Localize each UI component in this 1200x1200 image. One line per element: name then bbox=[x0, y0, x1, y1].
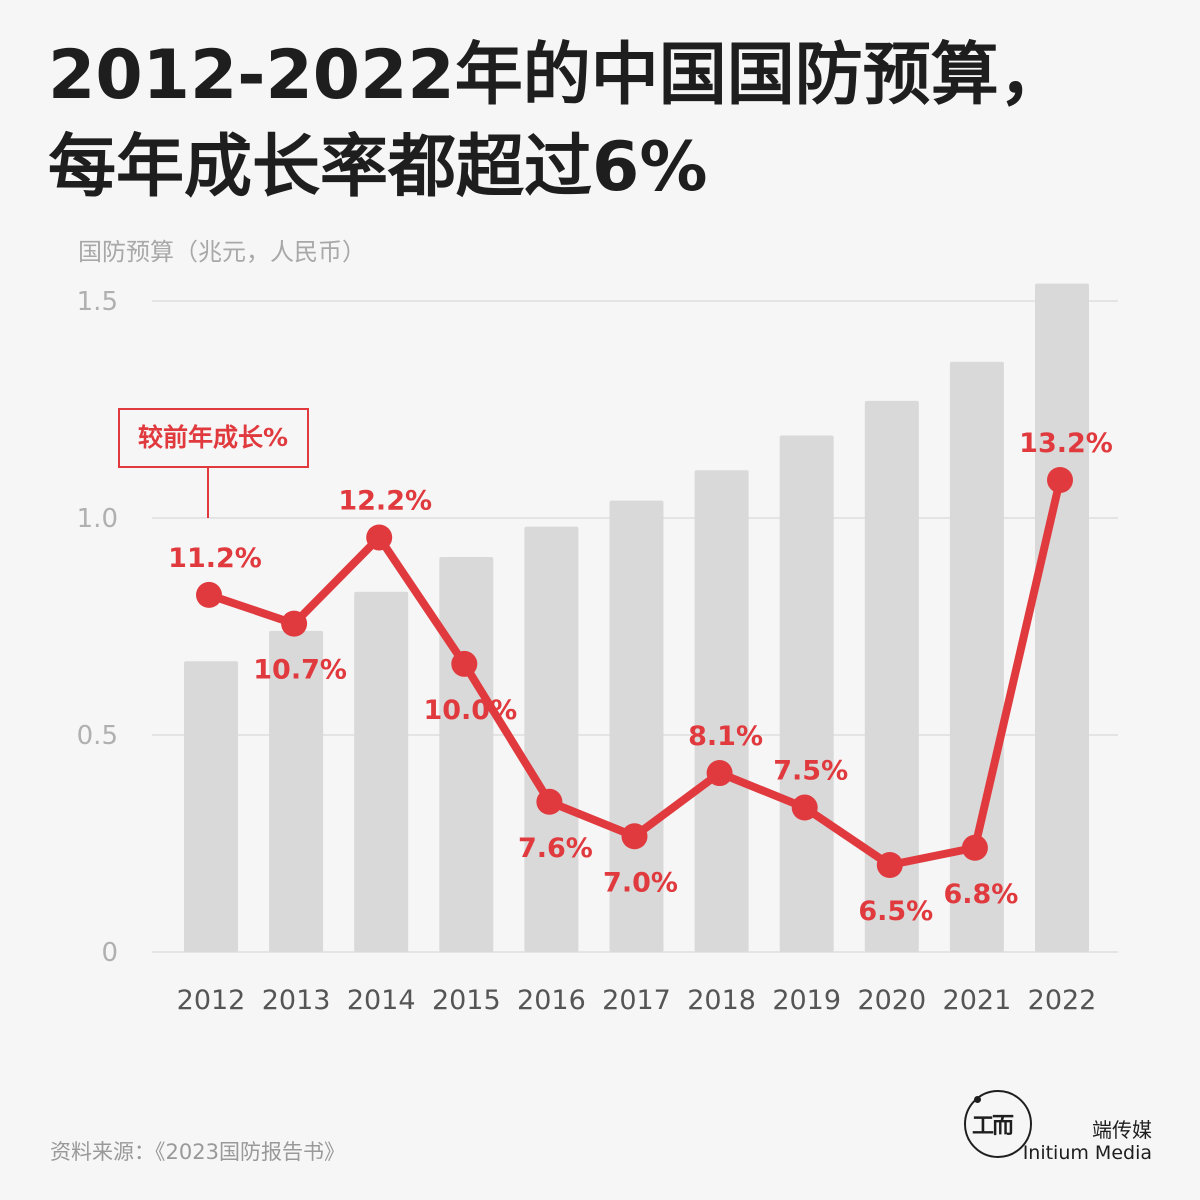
y-tick-label: 0.5 bbox=[77, 721, 118, 751]
x-tick-label: 2015 bbox=[432, 985, 501, 1016]
growth-label: 8.1% bbox=[688, 721, 763, 752]
growth-point bbox=[536, 788, 563, 815]
growth-label: 11.2% bbox=[168, 543, 262, 574]
logo-circle-icon bbox=[964, 1090, 1032, 1158]
y-tick-label: 1.0 bbox=[77, 504, 118, 534]
y-tick-label: 0 bbox=[101, 938, 118, 968]
bar bbox=[524, 526, 579, 952]
bar bbox=[864, 400, 919, 952]
title-line-2: 每年成长率都超过6% bbox=[48, 128, 708, 207]
bar bbox=[354, 591, 409, 952]
growth-point bbox=[196, 581, 222, 608]
growth-point bbox=[961, 834, 988, 861]
x-tick-label: 2017 bbox=[602, 985, 671, 1016]
legend-box bbox=[118, 408, 309, 468]
legend-label: 较前年成长% bbox=[138, 423, 288, 452]
chart-title: 2012-2022年的中国国防预算， 每年成长率都超过6% bbox=[48, 30, 1158, 214]
bar bbox=[184, 661, 238, 952]
logo-dot-icon bbox=[974, 1096, 981, 1103]
bar bbox=[949, 361, 1004, 952]
x-tick-label: 2016 bbox=[517, 985, 586, 1016]
x-tick-label: 2018 bbox=[687, 985, 756, 1016]
growth-label: 7.6% bbox=[518, 833, 593, 864]
growth-label: 13.2% bbox=[1019, 428, 1113, 459]
growth-point bbox=[791, 794, 818, 821]
logo-glyph-icon: 工而 bbox=[972, 1113, 1014, 1139]
x-tick-label: 2019 bbox=[772, 985, 841, 1016]
y-tick-labels: 0 0.5 1.0 1.5 bbox=[77, 287, 118, 968]
growth-label: 6.8% bbox=[943, 879, 1018, 910]
growth-point bbox=[876, 852, 903, 878]
source-note: 资料来源：《2023国防报告书》 bbox=[50, 1140, 345, 1164]
growth-point bbox=[1047, 467, 1073, 493]
x-tick-label: 2014 bbox=[347, 985, 416, 1016]
growth-label: 7.5% bbox=[773, 756, 848, 787]
initium-logo: 工而 端传媒 Initium Media bbox=[962, 1088, 1162, 1178]
bar bbox=[694, 470, 749, 952]
growth-label: 7.0% bbox=[603, 867, 678, 898]
x-tick-label: 2021 bbox=[943, 985, 1012, 1016]
bar bbox=[439, 557, 494, 952]
x-tick-labels: 2012 2013 2014 2015 2016 2017 2018 2019 2020 2021… bbox=[177, 985, 1097, 1016]
bar bbox=[779, 435, 834, 952]
title-line-1: 2012-2022年的中国国防预算， bbox=[48, 36, 1067, 115]
bar bbox=[269, 630, 324, 952]
growth-label: 12.2% bbox=[338, 485, 432, 516]
bar bbox=[1035, 283, 1089, 952]
x-tick-label: 2012 bbox=[177, 985, 246, 1016]
y-tick-label: 1.5 bbox=[77, 287, 118, 317]
growth-point bbox=[706, 760, 733, 787]
growth-point bbox=[281, 610, 308, 637]
x-tick-label: 2020 bbox=[857, 985, 926, 1016]
logo-cn-text: 端传媒 bbox=[1092, 1118, 1152, 1142]
growth-point bbox=[621, 823, 648, 850]
growth-point bbox=[451, 650, 478, 677]
growth-points bbox=[196, 467, 1073, 878]
bars bbox=[184, 283, 1089, 952]
growth-point bbox=[366, 524, 393, 551]
x-tick-label: 2013 bbox=[262, 985, 331, 1016]
line-legend: 较前年成长% bbox=[118, 408, 309, 518]
growth-label: 6.5% bbox=[858, 896, 933, 927]
x-tick-label: 2022 bbox=[1028, 985, 1097, 1016]
logo-en-text: Initium Media bbox=[1022, 1142, 1152, 1164]
growth-labels: 11.2% 10.7% 12.2% 10.0% 7.6% 7.0% 8.1% 7.5% 6.5%… bbox=[168, 428, 1113, 927]
y-axis-label: 国防预算（兆元，人民币） bbox=[78, 238, 366, 266]
growth-label: 10.7% bbox=[253, 655, 347, 686]
growth-label: 10.0% bbox=[423, 695, 517, 726]
